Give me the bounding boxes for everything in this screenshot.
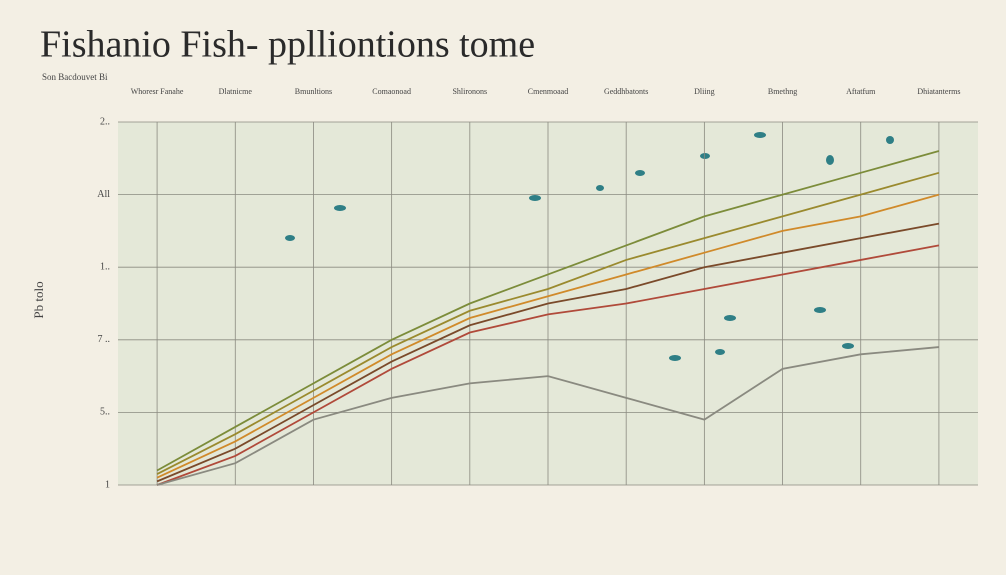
y-tick-label: 1 (105, 479, 110, 490)
x-tick-label: Cmenmoaad (528, 87, 568, 96)
x-tick-label: Dhiatanterms (917, 87, 960, 96)
x-tick-label: Comaonoad (372, 87, 411, 96)
x-tick-label: Geddhbatonts (604, 87, 648, 96)
series-line (156, 346, 939, 486)
y-tick-label: 7 .. (98, 334, 111, 345)
x-tick-label: Whoresr Fanahe (131, 87, 184, 96)
y-tick-label: 1.. (100, 261, 110, 272)
series-line (156, 222, 940, 483)
y-tick-label: 2.. (100, 116, 110, 127)
y-tick-label: All (97, 189, 110, 200)
x-tick-label: Dlatnicme (219, 87, 253, 96)
series-line (156, 193, 940, 479)
chart-subtitle: Son Bacdouvet Bi (42, 72, 108, 82)
x-tick-label: Shlironons (452, 87, 487, 96)
y-tick-label: 5.. (100, 407, 110, 418)
series-line (156, 244, 940, 486)
series-line (156, 150, 940, 472)
x-tick-label: Aftatfum (846, 87, 876, 96)
x-tick-label: Bmethng (768, 87, 797, 96)
series-line (156, 171, 940, 475)
chart-title: Fishanio Fish- pplliontions tome (40, 24, 535, 66)
x-tick-label: Dliing (694, 87, 714, 96)
y-axis-label: Pb tolo (31, 281, 46, 318)
fish-decor (285, 132, 894, 361)
x-tick-label: Bmunltions (295, 87, 332, 96)
